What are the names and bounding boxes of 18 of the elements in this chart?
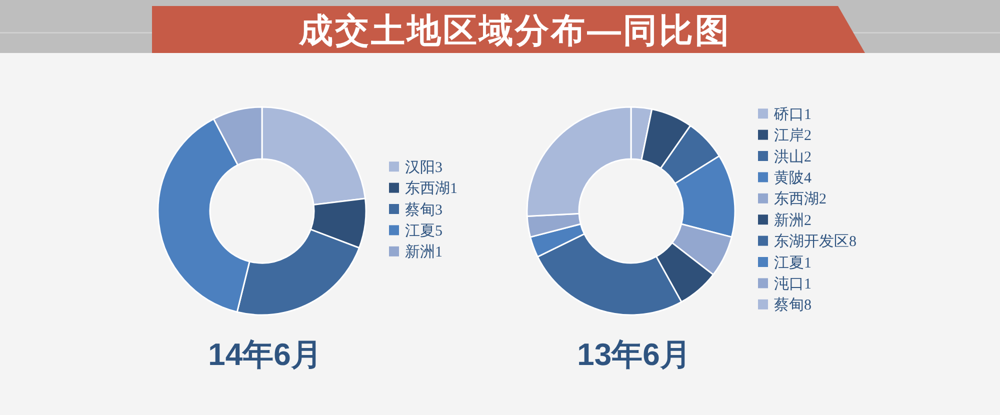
legend-label: 新洲1 <box>405 244 442 261</box>
text: 13年6月 <box>577 337 691 372</box>
legend-label: 东西湖2 <box>774 190 826 208</box>
legend-label: 江夏1 <box>774 254 812 272</box>
legend-label: 汉阳3 <box>405 158 442 176</box>
legend-label: 新洲2 <box>774 212 812 229</box>
legend-label: 东湖开发区8 <box>774 233 856 250</box>
legend-label: 蔡甸8 <box>774 296 812 314</box>
legend-label: 东西湖1 <box>405 180 458 198</box>
legend-label: 江夏5 <box>405 222 442 240</box>
legend-label: 洪山2 <box>774 148 812 166</box>
legend-label: 蔡甸3 <box>405 201 442 218</box>
legend-label: 黄陂4 <box>774 169 812 186</box>
text: 14年6月 <box>208 337 322 372</box>
legend-label: 沌口1 <box>774 275 812 292</box>
chart-title: 成交土地区域分布—同比图 <box>298 12 731 50</box>
legend-label: 硚口1 <box>773 106 812 123</box>
legend-label: 江岸2 <box>774 127 812 144</box>
